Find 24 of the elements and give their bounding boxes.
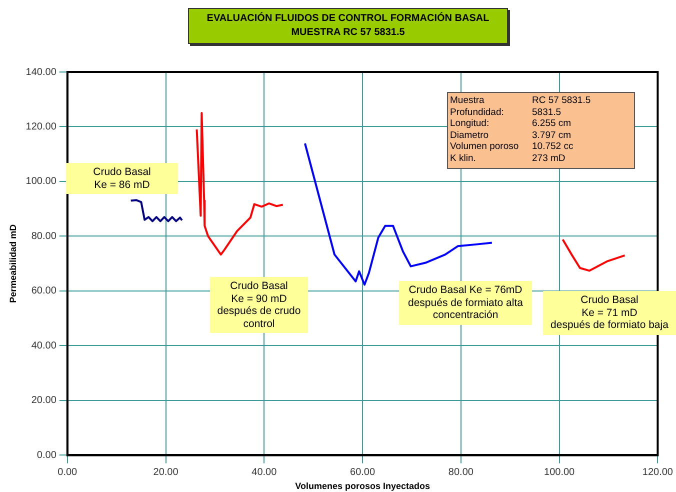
info-panel: Muestra RC 57 5831.5 Profundidad: 5831.5 Longitud: 6.255 cm Diametro 3.797 cm Volumen poroso 10.752 cc K klin. 273 mD	[447, 92, 635, 169]
x-tick-label: 40.00	[252, 466, 278, 478]
x-tick-label: 60.00	[350, 466, 376, 478]
x-tick-label: 120.00	[642, 466, 674, 478]
x-axis-title: Volumenes porosos Inyectados	[295, 481, 430, 492]
y-axis-title: Permeabilidad mD	[8, 224, 18, 303]
x-tick-label: 0.00	[58, 466, 78, 478]
y-tick-label: 60.00	[31, 286, 57, 297]
y-tick-label: 120.00	[26, 121, 57, 132]
y-tick-label: 0.00	[36, 450, 57, 461]
y-tick-label: 40.00	[31, 340, 57, 352]
callout: Crudo Basal Ke = 90 mD después de crudo control	[210, 277, 308, 333]
chart-subtitle: MUESTRA RC 57 5831.5	[290, 26, 406, 40]
y-tick-label: 20.00	[31, 395, 57, 406]
callout: Crudo Basal Ke = 71 mD después de formiato baja	[543, 291, 676, 334]
chart-title: EVALUACIÓN FLUIDOS DE CONTROL FORMACIÓN BASAL	[206, 12, 490, 26]
callout: Crudo Basal Ke = 76mD después de formiato alta concentración	[399, 281, 532, 324]
y-tick-label: 80.00	[31, 230, 57, 242]
y-tick-label: 100.00	[26, 176, 57, 188]
callout: Crudo Basal Ke = 86 mD	[66, 163, 178, 194]
y-tick-label: 140.00	[26, 66, 57, 78]
x-tick-label: 100.00	[544, 466, 576, 478]
x-tick-label: 80.00	[448, 466, 474, 478]
x-tick-label: 20.00	[153, 466, 179, 478]
